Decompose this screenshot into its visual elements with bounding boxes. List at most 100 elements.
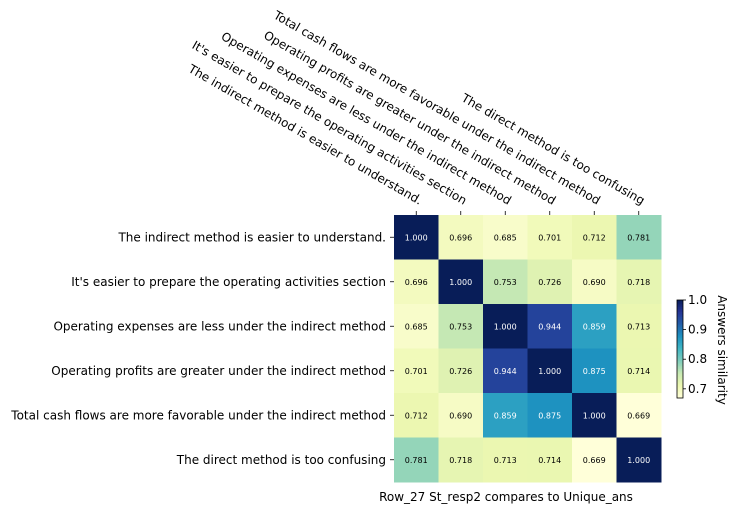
cell-value-label: 0.781 [627, 233, 650, 242]
colorbar-segment [677, 386, 683, 389]
heatmap-cell [483, 437, 528, 483]
cell-value-label: 0.685 [405, 322, 428, 331]
heatmap-cell [394, 437, 439, 483]
colorbar-segment [677, 370, 683, 373]
heatmap-cell [394, 348, 439, 394]
colorbar-segment [677, 389, 683, 392]
cell-value-label: 0.875 [583, 367, 606, 376]
cell-value-label: 0.713 [627, 322, 650, 331]
heatmap-cell [572, 437, 617, 483]
colorbar-segment [677, 331, 683, 334]
x-axis-labels: The indirect method is easier to underst… [185, 8, 647, 215]
cell-value-label: 1.000 [538, 367, 561, 376]
colorbar-segment [677, 316, 683, 319]
cell-value-label: 0.726 [449, 367, 472, 376]
heatmap-cell [616, 348, 662, 394]
cell-value-label: 0.669 [627, 411, 650, 420]
colorbar-segment [677, 339, 683, 342]
heatmap-cell [572, 393, 617, 438]
heatmap-cell [394, 259, 439, 305]
colorbar-segment [677, 332, 683, 335]
cell-value-label: 0.696 [449, 233, 472, 242]
cell-value-label: 0.726 [538, 278, 561, 287]
colorbar-segment [677, 321, 683, 324]
colorbar-segment [677, 324, 683, 327]
heatmap-cell [438, 393, 484, 438]
cell-value-label: 0.712 [405, 411, 428, 420]
colorbar-frame [676, 299, 684, 399]
x-axis-title: Row_27 St_resp2 compares to Unique_ans [379, 490, 633, 504]
heatmap-cells: 1.000 0.696 0.685 0.701 0.712 0.781 0.696 1.000… [394, 215, 662, 483]
colorbar-segment [677, 357, 683, 360]
heatmap-cell [394, 304, 439, 349]
colorbar-segment [677, 378, 683, 381]
colorbar-segment [677, 326, 683, 329]
colorbar-segment [677, 335, 683, 339]
colorbar-segment [677, 368, 683, 371]
colorbar-segment [677, 317, 683, 321]
cell-value-label: 0.753 [494, 278, 517, 287]
cell-value-label: 0.714 [627, 367, 650, 376]
colorbar-segment [677, 360, 683, 363]
colorbar-segment [677, 376, 683, 379]
colorbar-segment [677, 355, 683, 358]
heatmap-cell [572, 304, 617, 349]
colorbar-segment [677, 337, 683, 340]
y-tick-label: Operating profits are greater under the … [51, 364, 386, 378]
cell-value-label: 0.875 [538, 411, 561, 420]
heatmap-cell [616, 393, 662, 438]
colorbar-segment [677, 373, 683, 376]
heatmap-cell [616, 215, 662, 260]
heatmap-cell [483, 304, 528, 349]
cell-value-label: 0.944 [494, 367, 517, 376]
colorbar: 0.7 0.8 0.9 1.0 [676, 293, 707, 399]
cell-value-label: 0.690 [583, 278, 606, 287]
colorbar-segment [677, 380, 683, 383]
heatmap-cell [572, 348, 617, 394]
colorbar-segment [677, 366, 683, 370]
colorbar-segment [677, 362, 683, 365]
colorbar-segment [677, 391, 683, 394]
cell-value-label: 1.000 [405, 233, 428, 242]
heatmap-cell [572, 215, 617, 260]
heatmap-cell [527, 215, 573, 260]
cell-value-label: 0.718 [449, 456, 472, 465]
heatmap-cell [616, 259, 662, 305]
y-tick-label: It's easier to prepare the operating act… [71, 275, 386, 289]
heatmap-cell [438, 348, 484, 394]
y-tick-label: Total cash flows are more favorable unde… [10, 408, 386, 422]
heatmap-cell [616, 437, 662, 483]
cell-value-label: 0.701 [538, 233, 561, 242]
heatmap-cell [438, 304, 484, 349]
colorbar-tick-label: 0.7 [688, 382, 707, 396]
colorbar-segment [677, 303, 683, 306]
colorbar-segment [677, 363, 683, 366]
heatmap-cell [394, 215, 439, 260]
y-axis-labels: The indirect method is easier to underst… [10, 230, 394, 467]
heatmap-cell [394, 393, 439, 438]
heatmap-cell [572, 259, 617, 305]
colorbar-segment [677, 349, 683, 352]
cell-value-label: 0.669 [583, 456, 606, 465]
cell-value-label: 0.781 [405, 456, 428, 465]
colorbar-tick-label: 0.8 [688, 352, 707, 366]
heatmap-cell [438, 259, 484, 305]
colorbar-segment [677, 383, 683, 386]
cell-value-label: 0.701 [405, 367, 428, 376]
colorbar-segment [677, 329, 683, 332]
colorbar-segment [677, 371, 683, 374]
cell-value-label: 1.000 [627, 456, 650, 465]
colorbar-segment [677, 311, 683, 314]
colorbar-segment [677, 384, 683, 388]
y-tick-label: The indirect method is easier to underst… [117, 230, 386, 244]
cell-value-label: 1.000 [494, 322, 517, 331]
colorbar-segment [677, 340, 683, 343]
cell-value-label: 0.718 [627, 278, 650, 287]
cell-value-label: 0.859 [494, 411, 517, 420]
colorbar-segment [677, 381, 683, 384]
colorbar-segment [677, 396, 683, 399]
cell-value-label: 0.712 [583, 233, 606, 242]
colorbar-segment [677, 313, 683, 316]
colorbar-segment [677, 375, 683, 378]
